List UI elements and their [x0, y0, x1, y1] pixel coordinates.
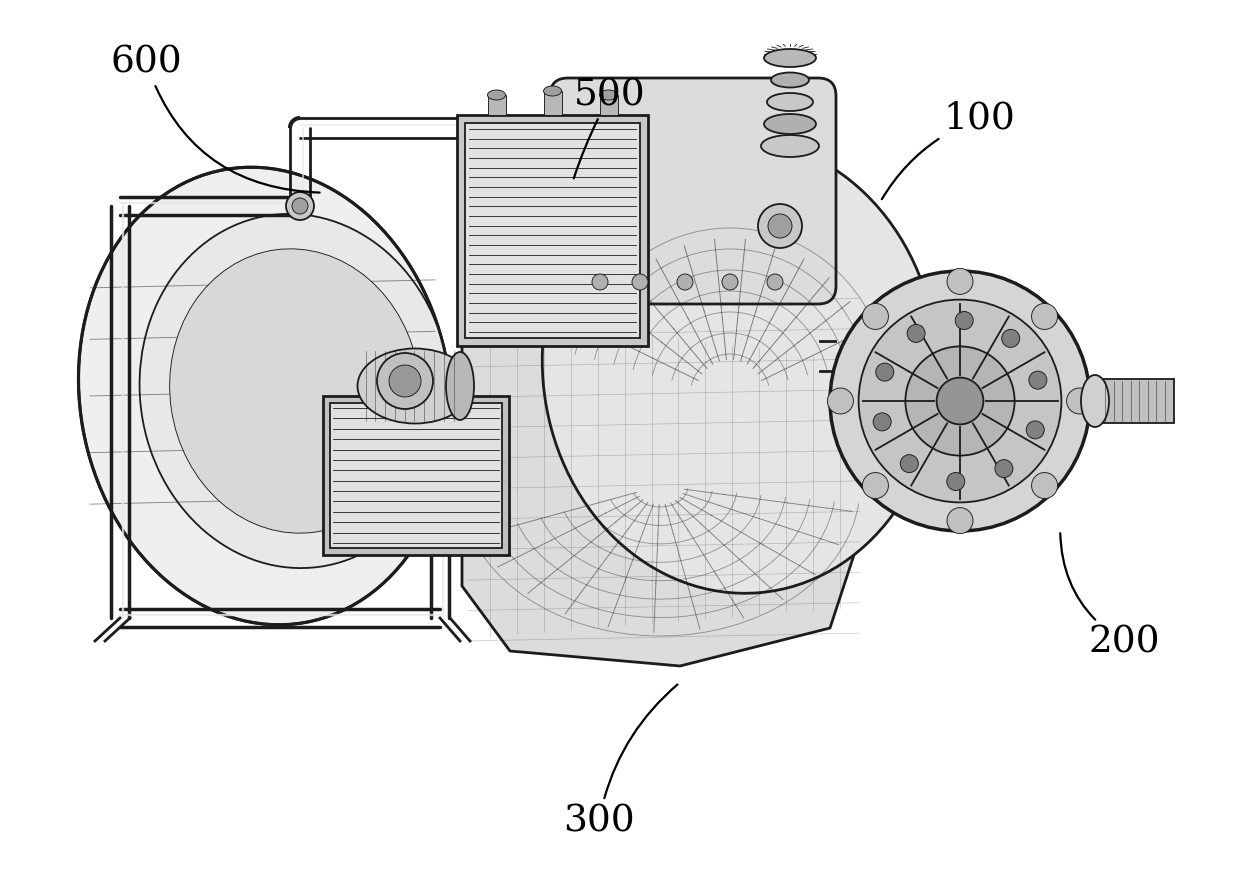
- FancyBboxPatch shape: [1092, 379, 1174, 423]
- Circle shape: [955, 312, 973, 330]
- Circle shape: [286, 192, 314, 220]
- Circle shape: [1029, 371, 1047, 389]
- Circle shape: [908, 324, 925, 342]
- Text: 500: 500: [574, 78, 646, 178]
- Ellipse shape: [170, 249, 420, 533]
- Ellipse shape: [768, 93, 813, 111]
- Ellipse shape: [830, 271, 1090, 531]
- Ellipse shape: [140, 214, 450, 568]
- FancyBboxPatch shape: [543, 91, 562, 115]
- Ellipse shape: [599, 90, 618, 100]
- Circle shape: [936, 377, 983, 425]
- Ellipse shape: [542, 139, 937, 593]
- Circle shape: [591, 274, 608, 290]
- Circle shape: [1032, 304, 1058, 330]
- Ellipse shape: [771, 73, 808, 88]
- Ellipse shape: [446, 352, 474, 420]
- Circle shape: [377, 353, 433, 409]
- Ellipse shape: [858, 299, 1061, 503]
- Circle shape: [768, 274, 782, 290]
- Circle shape: [632, 274, 649, 290]
- Circle shape: [291, 198, 308, 214]
- Polygon shape: [463, 291, 870, 666]
- Ellipse shape: [78, 168, 451, 625]
- Circle shape: [875, 363, 894, 381]
- Circle shape: [1002, 330, 1019, 348]
- Circle shape: [389, 365, 422, 397]
- Text: 200: 200: [1060, 533, 1161, 660]
- Ellipse shape: [905, 347, 1014, 455]
- Circle shape: [947, 472, 965, 490]
- Circle shape: [1032, 472, 1058, 498]
- Circle shape: [994, 460, 1013, 478]
- FancyBboxPatch shape: [551, 78, 836, 304]
- Text: 600: 600: [110, 45, 320, 193]
- Circle shape: [947, 269, 973, 295]
- Circle shape: [758, 204, 802, 248]
- FancyBboxPatch shape: [599, 95, 618, 115]
- Circle shape: [873, 413, 892, 431]
- Ellipse shape: [764, 114, 816, 134]
- Ellipse shape: [357, 349, 472, 424]
- Ellipse shape: [764, 49, 816, 67]
- Circle shape: [552, 198, 568, 214]
- FancyBboxPatch shape: [322, 396, 508, 555]
- FancyBboxPatch shape: [458, 115, 649, 346]
- Circle shape: [1066, 388, 1092, 414]
- Text: 300: 300: [563, 685, 677, 840]
- Circle shape: [768, 214, 792, 238]
- Circle shape: [863, 472, 888, 498]
- Ellipse shape: [487, 90, 506, 100]
- Ellipse shape: [761, 135, 818, 157]
- Circle shape: [900, 454, 919, 472]
- Circle shape: [1027, 421, 1044, 439]
- Circle shape: [677, 274, 693, 290]
- FancyBboxPatch shape: [465, 123, 640, 338]
- Circle shape: [947, 508, 973, 534]
- FancyBboxPatch shape: [330, 403, 502, 548]
- Ellipse shape: [1081, 375, 1109, 427]
- FancyBboxPatch shape: [487, 95, 506, 115]
- Text: 100: 100: [882, 100, 1016, 199]
- Circle shape: [546, 192, 574, 220]
- Circle shape: [863, 304, 888, 330]
- Ellipse shape: [543, 86, 562, 96]
- Circle shape: [722, 274, 738, 290]
- Circle shape: [827, 388, 853, 414]
